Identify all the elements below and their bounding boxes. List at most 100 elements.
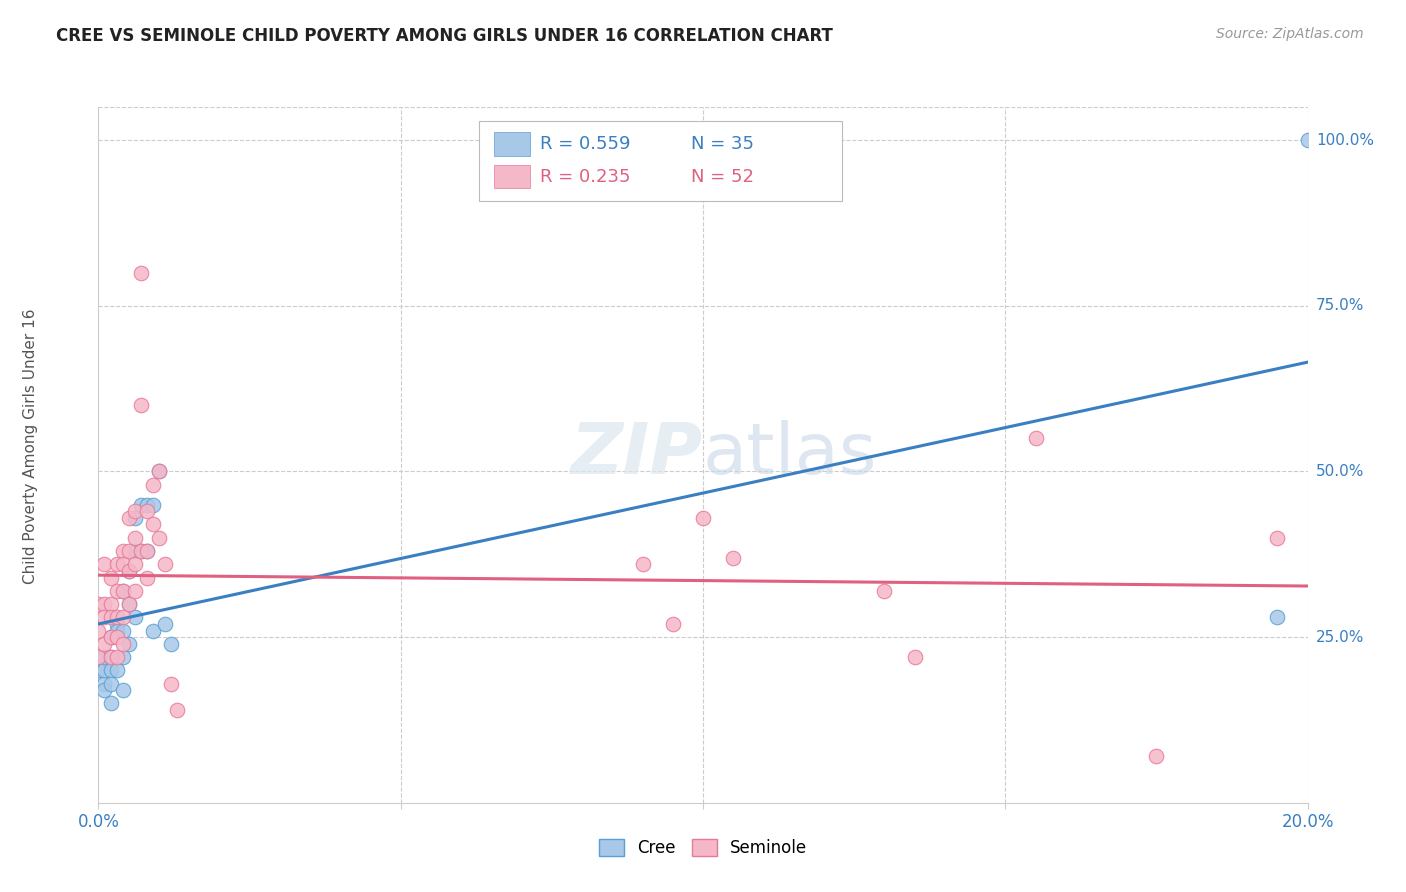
Point [1024,431,1046,445]
Point [87,663,110,677]
Text: ZIP: ZIP [571,420,703,490]
Point [124,583,146,598]
Point [692,511,714,525]
Point [135,504,157,518]
Point [93,676,115,690]
Point [93,650,115,665]
Text: R = 0.235: R = 0.235 [540,168,630,186]
Point [105,583,128,598]
Point [721,550,744,565]
Point [105,630,128,644]
Point [129,544,152,558]
Point [118,564,141,578]
Text: atlas: atlas [703,420,877,490]
Point [100,610,122,624]
Text: Source: ZipAtlas.com: Source: ZipAtlas.com [1216,27,1364,41]
Point [142,477,165,491]
Point [93,610,115,624]
Point [135,498,157,512]
Text: 100.0%: 100.0% [1316,133,1374,148]
Point [148,465,170,479]
Point [105,558,128,572]
Point [93,597,115,611]
Point [118,597,141,611]
Point [124,610,146,624]
Point [105,624,128,638]
Point [873,583,896,598]
FancyBboxPatch shape [494,132,530,156]
Point [661,616,683,631]
Point [100,630,122,644]
Point [142,517,165,532]
Point [135,544,157,558]
Point [87,597,110,611]
Text: N = 35: N = 35 [690,135,754,153]
Point [100,663,122,677]
Point [904,650,927,665]
Point [111,624,134,638]
Point [93,558,115,572]
Point [100,676,122,690]
Point [93,637,115,651]
Point [111,637,134,651]
Point [100,650,122,665]
Text: CREE VS SEMINOLE CHILD POVERTY AMONG GIRLS UNDER 16 CORRELATION CHART: CREE VS SEMINOLE CHILD POVERTY AMONG GIR… [56,27,834,45]
Point [160,637,183,651]
Point [1265,610,1288,624]
Point [1296,133,1319,147]
FancyBboxPatch shape [494,165,530,188]
Point [124,511,146,525]
Point [160,676,183,690]
Text: 25.0%: 25.0% [1316,630,1364,645]
Point [118,564,141,578]
Point [100,697,122,711]
Text: R = 0.559: R = 0.559 [540,135,630,153]
Point [142,498,165,512]
Point [111,544,134,558]
Point [153,558,176,572]
Point [129,266,152,280]
Point [148,465,170,479]
Point [105,616,128,631]
Point [111,683,134,698]
Point [118,544,141,558]
Point [118,511,141,525]
Point [631,558,654,572]
Point [118,637,141,651]
Point [100,630,122,644]
Point [135,544,157,558]
Point [100,570,122,584]
Text: 75.0%: 75.0% [1316,298,1364,313]
Point [105,650,128,665]
Point [148,531,170,545]
Point [1144,749,1167,764]
Point [87,624,110,638]
Point [100,650,122,665]
Text: N = 52: N = 52 [690,168,754,186]
Point [111,558,134,572]
Point [105,610,128,624]
Point [93,663,115,677]
Point [87,650,110,665]
Point [118,597,141,611]
Point [129,498,152,512]
Point [124,531,146,545]
Point [166,703,188,717]
Point [111,610,134,624]
FancyBboxPatch shape [479,121,842,201]
Point [124,544,146,558]
Point [129,544,152,558]
Point [135,570,157,584]
Point [111,583,134,598]
Point [129,398,152,412]
Text: 50.0%: 50.0% [1316,464,1364,479]
Point [124,558,146,572]
Point [111,650,134,665]
Point [105,663,128,677]
Point [153,616,176,631]
Point [87,650,110,665]
Point [124,504,146,518]
Point [111,583,134,598]
Point [1265,531,1288,545]
Point [93,683,115,698]
